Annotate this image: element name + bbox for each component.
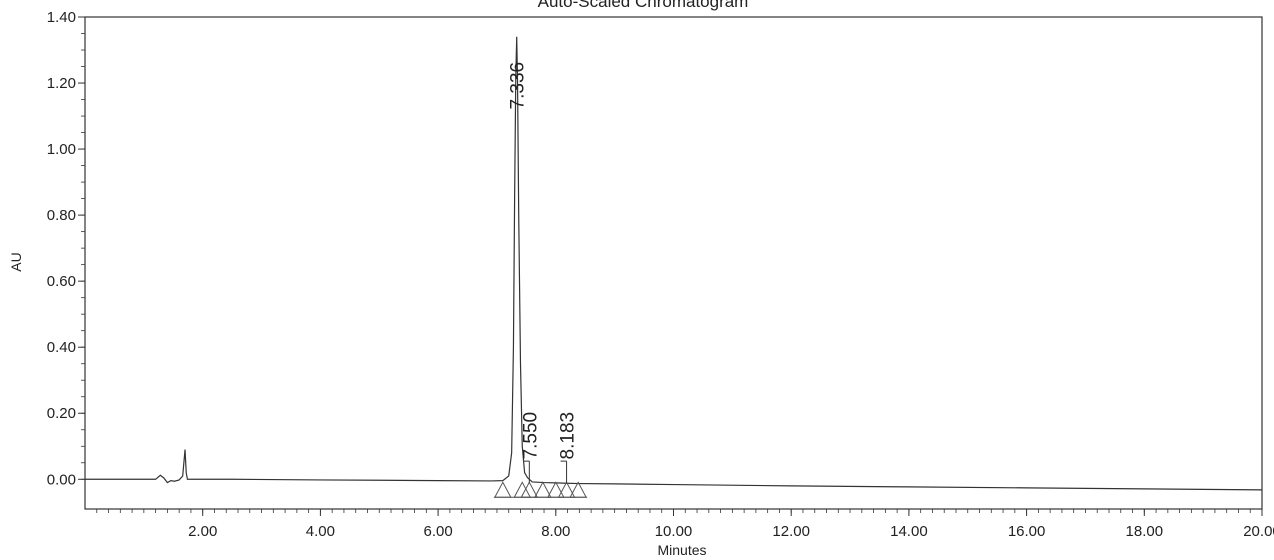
peak-label: 8.183 [558,412,579,460]
peak-label: 7.336 [508,62,529,110]
integration-mark [534,481,552,498]
x-tick-label: 6.00 [423,523,452,540]
x-tick-label: 10.00 [655,523,693,540]
integration-mark [546,481,565,498]
y-axis-label: AU [8,252,24,271]
x-tick-label: 2.00 [188,523,217,540]
x-tick-label: 18.00 [1126,523,1164,540]
y-tick-label: 1.20 [47,75,76,92]
peak-label: 7.550 [520,412,541,460]
x-tick-label: 12.00 [772,523,810,540]
y-tick-label: 1.40 [47,9,76,26]
y-tick-label: 0.00 [47,471,76,488]
y-tick-label: 0.40 [47,339,76,356]
x-axis-label: Minutes [657,542,706,558]
y-tick-label: 1.00 [47,141,76,158]
x-tick-label: 20.00 [1243,523,1274,540]
integration-mark [520,481,539,498]
y-tick-label: 0.20 [47,405,76,422]
chart-title: Auto-Scaled Chromatogram [538,0,749,11]
x-tick-label: 14.00 [890,523,928,540]
integration-mark [569,481,587,498]
chromatogram-trace [85,36,1263,491]
x-tick-label: 4.00 [306,523,335,540]
x-tick-label: 16.00 [1008,523,1046,540]
x-tick-label: 8.00 [541,523,570,540]
y-tick-label: 0.80 [47,207,76,224]
integration-mark [557,481,576,498]
integration-mark [494,481,512,498]
plot-area-frame [84,16,1263,510]
y-tick-label: 0.60 [47,273,76,290]
